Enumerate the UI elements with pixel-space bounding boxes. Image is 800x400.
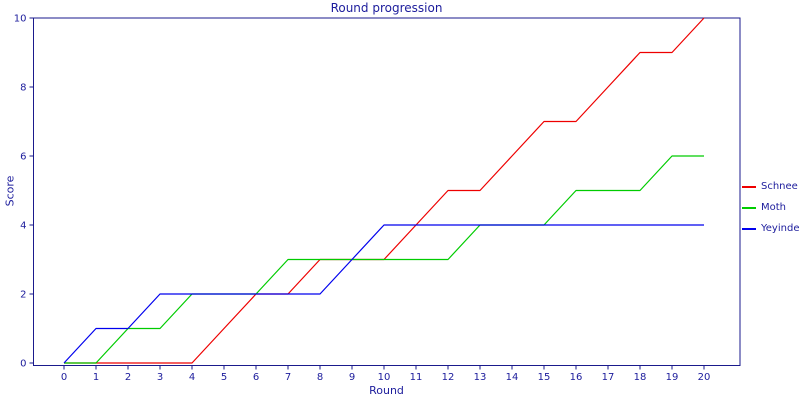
x-tick-label: 9 [349,372,355,383]
x-tick-label: 2 [125,372,131,383]
x-axis-label: Round [369,384,404,397]
x-tick-label: 18 [634,372,647,383]
legend: Schnee Moth Yeyinde [742,176,799,239]
legend-label-yeyinde: Yeyinde [761,223,800,234]
y-tick-label: 0 [20,359,26,370]
y-tick-label: 10 [14,14,27,25]
legend-entry-moth: Moth [742,197,799,218]
schnee-line-swatch [742,185,756,188]
y-tick-label: 8 [20,83,26,94]
series-line-moth [64,155,704,364]
x-tick-label: 3 [157,372,163,383]
legend-label-moth: Moth [761,202,787,213]
x-tick-label: 20 [698,372,711,383]
x-tick-label: 19 [666,372,679,383]
legend-entry-yeyinde: Yeyinde [742,218,799,239]
y-axis-label: Score [3,175,17,207]
legend-label-schnee: Schnee [761,181,798,192]
moth-line-swatch [742,206,756,209]
x-tick-label: 6 [253,372,259,383]
y-tick-label: 2 [20,290,26,301]
x-tick-label: 1 [93,372,99,383]
x-tick-label: 8 [317,372,323,383]
x-tick-label: 14 [506,372,519,383]
x-tick-label: 15 [538,372,551,383]
axes-frame [33,17,741,366]
x-tick-label: 5 [221,372,227,383]
x-tick-label: 17 [602,372,615,383]
x-tick-label: 7 [285,372,291,383]
legend-entry-schnee: Schnee [742,176,799,197]
yeyinde-line-swatch [742,227,756,230]
x-tick-label: 4 [189,372,195,383]
x-tick-label: 16 [570,372,583,383]
x-tick-label: 13 [474,372,487,383]
chart-title: Round progression [330,1,443,15]
x-tick-label: 11 [410,372,423,383]
y-tick-label: 4 [20,221,26,232]
series-line-yeyinde [63,224,704,364]
x-tick-label: 0 [61,372,67,383]
y-tick-label: 6 [20,152,26,163]
x-tick-label: 10 [378,372,391,383]
x-tick-label: 12 [442,372,455,383]
